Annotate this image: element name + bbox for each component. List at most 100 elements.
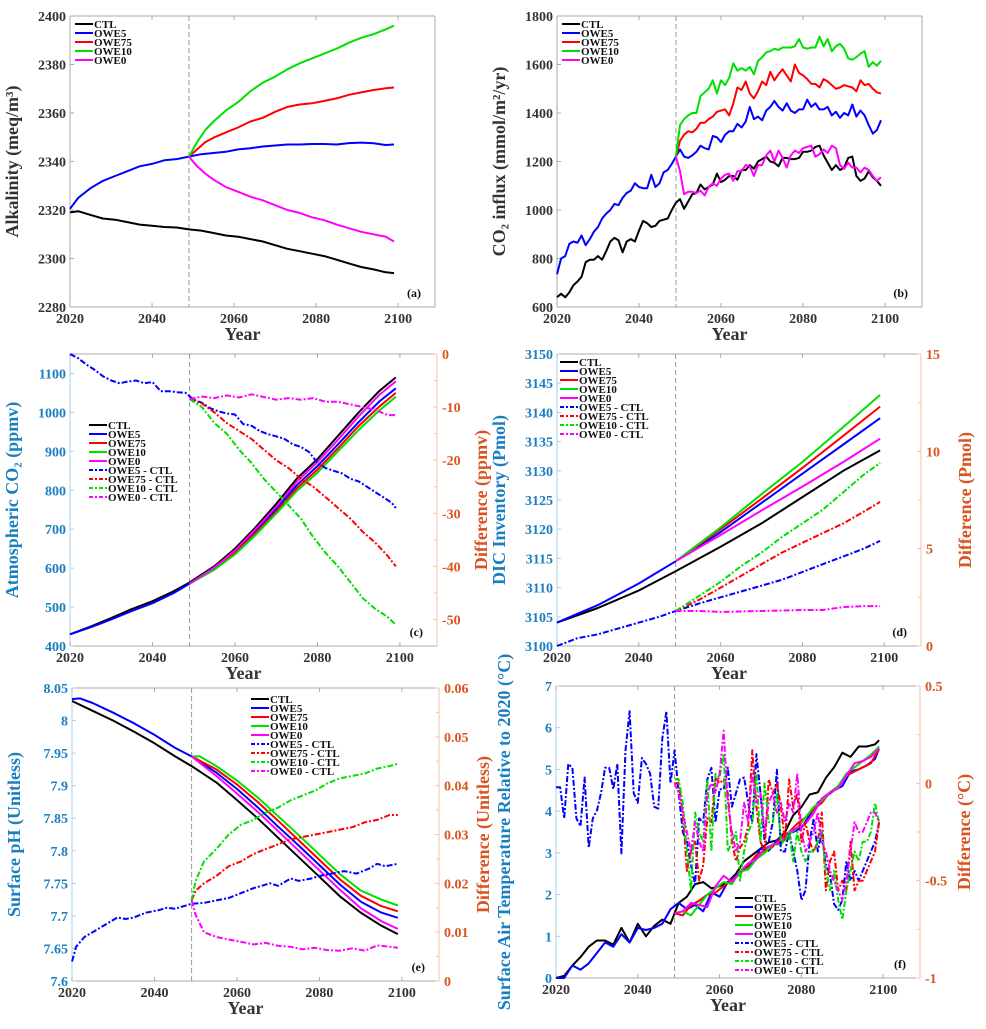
y2-tick-label: 0	[444, 975, 451, 990]
legend-entry: OWE0	[581, 55, 614, 67]
y2-axis-label: Difference (Unitless)	[473, 756, 494, 913]
y-tick-label: 800	[45, 484, 66, 499]
x-tick-label: 2080	[787, 983, 815, 998]
y2-tick-label: 0.5	[925, 680, 943, 695]
legend-entry: OWE75 - CTL	[108, 474, 178, 486]
y2-tick-label: 0	[442, 348, 449, 363]
legend-entry: OWE0	[94, 55, 127, 67]
legend-entry: OWE75	[108, 438, 146, 450]
series-line-owe75-ctl	[190, 814, 398, 901]
series-line-owe5	[71, 697, 399, 919]
series-line-owe5-ctl	[71, 862, 398, 962]
series-line-owe10	[674, 35, 882, 157]
y2-tick-label: 5	[926, 543, 933, 558]
y-tick-label: 1100	[39, 367, 66, 382]
y-tick-label: 7.75	[44, 877, 69, 892]
y2-tick-label: 0.02	[444, 877, 469, 892]
x-tick-label: 2040	[138, 651, 166, 666]
x-tick-label: 2060	[706, 983, 734, 998]
series-line-owe10	[674, 394, 881, 563]
x-axis-label: Year	[711, 663, 747, 683]
y-tick-label: 3115	[526, 552, 553, 567]
y-tick-label: 800	[532, 253, 553, 268]
y-tick-label: 2360	[38, 107, 66, 122]
series-line-owe10-ctl	[675, 462, 881, 612]
series-line-owe5	[556, 417, 881, 624]
legend-entry: OWE5	[579, 366, 612, 378]
x-tick-label: 2100	[870, 651, 898, 666]
y2-axis-label: Difference (°C)	[954, 774, 975, 890]
y-tick-label: 4	[545, 805, 552, 820]
panel-d: 2020 2040 2060 2080 2100 Year 3100 3105 3110 3115…	[489, 348, 976, 683]
y-tick-label: 3110	[526, 582, 553, 597]
legend-entry: CTL	[579, 357, 602, 369]
series-line-owe0	[189, 380, 397, 585]
series-line-owe10-ctl	[190, 762, 399, 901]
y2-axis-label: Difference (Pmol)	[955, 432, 976, 568]
x-tick-label: 2040	[625, 651, 653, 666]
legend-entry: OWE5 - CTL	[754, 938, 818, 950]
legend-entry: OWE5 - CTL	[108, 465, 172, 477]
series-line-ctl	[71, 700, 399, 935]
y-tick-label: 7.85	[44, 812, 69, 827]
series-line-owe0-ctl	[673, 729, 881, 902]
legend-entry: CTL	[754, 893, 777, 905]
panel-label: (b)	[893, 286, 908, 300]
y-tick-label: 900	[45, 445, 66, 460]
series-line-owe10-ctl	[189, 398, 397, 626]
y-tick-label: 1000	[525, 204, 553, 219]
panel-label: (c)	[410, 625, 423, 639]
series-line-owe75	[191, 755, 399, 913]
legend-entry: OWE75 - CTL	[579, 411, 649, 423]
series-line-owe75	[189, 392, 397, 585]
y-tick-label: 8	[61, 715, 68, 730]
y2-tick-label: -10	[442, 401, 461, 416]
y2-tick-label: -20	[442, 454, 461, 469]
legend-entry: OWE0 - CTL	[754, 965, 818, 977]
series-line-owe75	[188, 86, 395, 158]
legend-entry: OWE0	[754, 929, 787, 941]
series-line-owe10	[189, 396, 397, 585]
legend-entry: OWE10	[270, 721, 308, 733]
legend-entry: OWE5	[108, 429, 141, 441]
y-tick-label: 3	[545, 847, 552, 862]
x-axis-label: Year	[710, 995, 746, 1015]
legend-entry: OWE10 - CTL	[754, 956, 824, 968]
x-tick-label: 2100	[386, 651, 414, 666]
panel-label: (a)	[407, 286, 421, 300]
panel-b: 2020 2040 2060 2080 2100 Year 600 800 1000 1200 14…	[489, 10, 923, 344]
y-tick-label: 3135	[525, 436, 553, 451]
y-tick-label: 1600	[525, 59, 553, 74]
y-tick-label: 7.7	[51, 910, 69, 925]
y-tick-label: 3120	[525, 523, 553, 538]
series-line-owe10	[674, 745, 880, 917]
y-tick-label: 7.9	[51, 780, 69, 795]
x-tick-label: 2080	[788, 651, 816, 666]
legend-entry: OWE10 - CTL	[108, 483, 178, 495]
series-line-owe0	[188, 155, 395, 243]
y2-tick-label: 0.04	[444, 780, 469, 795]
x-tick-label: 2020	[56, 651, 84, 666]
y-tick-label: 600	[45, 562, 66, 577]
series-line-owe0	[675, 437, 881, 563]
y-tick-label: 3140	[525, 406, 553, 421]
legend-entry: OWE10 - CTL	[579, 420, 649, 432]
y-tick-label: 400	[45, 640, 66, 655]
series-line-owe0	[674, 747, 880, 915]
y-tick-label: 0	[545, 972, 552, 987]
x-tick-label: 2020	[56, 312, 84, 327]
legend-entry: OWE75	[581, 37, 619, 49]
x-tick-label: 2020	[543, 651, 571, 666]
y-tick-label: 7.6	[51, 975, 69, 990]
y2-tick-label: 0.06	[444, 682, 469, 697]
legend-entry: OWE10	[94, 46, 132, 58]
panel-f: 2020 2040 2060 2080 2100 Year 0 1 2 3 4 5 6 7 Surface …	[494, 654, 975, 1015]
series-line-owe5	[556, 98, 882, 275]
y2-tick-label: 0	[926, 640, 933, 655]
legend-entry: OWE0 - CTL	[270, 766, 334, 778]
y-axis-label: CO₂ influx (mmol/m²/yr)	[489, 67, 510, 257]
